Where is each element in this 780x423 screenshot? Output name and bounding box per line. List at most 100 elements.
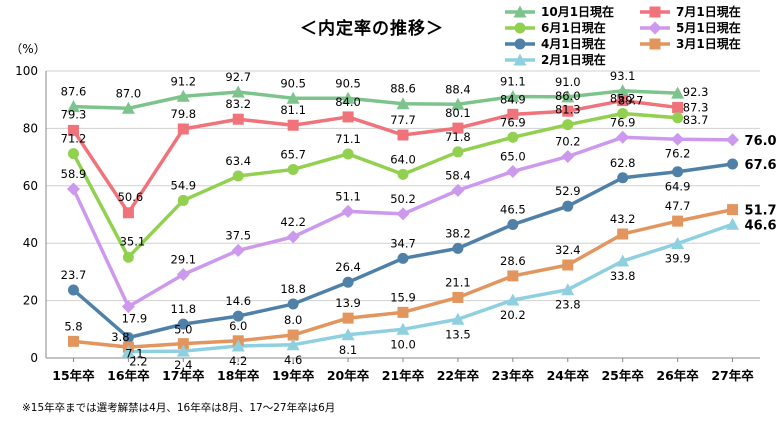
data-point: [396, 97, 410, 110]
data-point: [286, 338, 300, 351]
data-label: 88.6: [390, 82, 416, 96]
data-label: 58.9: [61, 167, 87, 181]
data-labels: 87.6 87.0 91.2 92.7 90.5 90.5 88.6 88.4 91.1 91.0…: [61, 69, 777, 372]
data-label: 37.5: [225, 228, 251, 242]
data-point: [121, 345, 135, 358]
data-point: [341, 91, 355, 104]
y-tick-label: 40: [23, 236, 38, 250]
data-label: 89.7: [618, 94, 644, 108]
data-point: [617, 228, 629, 240]
series-markers: [66, 84, 740, 358]
data-label: 13.9: [335, 296, 361, 310]
data-label: 39.9: [665, 251, 691, 265]
x-tick-label: 19年卒: [272, 368, 315, 383]
data-label: 65.0: [500, 149, 526, 163]
legend-marker: [514, 22, 526, 34]
data-label: 79.3: [61, 107, 87, 121]
data-point: [341, 328, 355, 341]
data-label: 42.2: [280, 215, 306, 229]
data-label: 76.9: [500, 115, 526, 129]
data-label: 92.7: [225, 70, 251, 84]
data-point: [342, 312, 354, 324]
data-point: [231, 85, 245, 98]
data-point: [176, 267, 190, 281]
data-point: [452, 122, 464, 134]
data-point: [507, 270, 519, 282]
data-point: [231, 243, 245, 257]
data-point: [672, 215, 684, 227]
data-point: [342, 148, 354, 160]
legend-label: 3月1日現在: [676, 36, 741, 51]
data-point: [562, 119, 574, 131]
data-point: [672, 112, 684, 124]
data-label: 54.9: [171, 178, 197, 192]
legend-label: 6月1日現在: [541, 20, 606, 35]
data-point: [66, 100, 80, 113]
data-point: [671, 132, 685, 146]
y-tick-label: 60: [23, 179, 38, 193]
legend-marker: [514, 38, 526, 50]
series-line: [72, 98, 678, 215]
data-label: 35.1: [120, 234, 146, 248]
legend-label: 7月1日現在: [676, 4, 741, 19]
line-chart: 0 20 40 60 80 100 （%） 15年卒 16年卒 17年卒 18年卒 19年卒 20年卒 2…: [10, 4, 777, 383]
x-tick-label: 15年卒: [52, 368, 95, 383]
legend-label: 4月1日現在: [541, 36, 606, 51]
legend-marker: [513, 5, 527, 18]
data-point: [451, 183, 465, 197]
data-point: [397, 252, 409, 264]
x-tick-label: 22年卒: [437, 368, 480, 383]
data-label: 91.0: [555, 75, 581, 89]
data-label: 47.7: [665, 199, 691, 213]
data-label: 32.4: [555, 243, 581, 257]
data-label: 64.9: [665, 180, 691, 194]
x-tick-label: 20年卒: [327, 368, 370, 383]
data-label: 84.9: [500, 92, 526, 106]
data-label: 7.1: [125, 347, 143, 361]
data-label: 62.8: [610, 156, 636, 170]
data-point: [342, 276, 354, 288]
data-point: [341, 204, 355, 218]
data-label: 15.9: [390, 290, 416, 304]
data-point: [287, 119, 299, 131]
data-label: 76.0: [745, 134, 777, 149]
data-point: [232, 170, 244, 182]
data-label: 93.1: [610, 69, 636, 83]
data-point: [727, 158, 739, 170]
y-tick-label: 80: [23, 121, 38, 135]
legend-marker: [649, 6, 661, 18]
legend-marker: [513, 53, 527, 66]
data-label: 4.2: [229, 354, 247, 368]
data-point: [506, 90, 520, 103]
legend-label: 5月1日現在: [676, 20, 741, 35]
legend-label: 10月1日現在: [541, 4, 614, 19]
data-point: [177, 194, 189, 206]
data-point: [452, 146, 464, 158]
data-point: [122, 251, 134, 263]
data-point: [672, 166, 684, 178]
legend-label: 2月1日現在: [541, 52, 606, 67]
data-point: [672, 101, 684, 113]
data-label: 80.1: [445, 106, 471, 120]
series-line: [128, 222, 734, 354]
axes: 0 20 40 60 80 100 （%） 15年卒 16年卒 17年卒 18年卒 19年卒 20年卒 2…: [10, 42, 760, 383]
data-point: [726, 217, 740, 230]
x-tick-label: 17年卒: [162, 368, 205, 383]
y-tick-label: 0: [30, 351, 38, 365]
x-tick-label: 26年卒: [656, 368, 699, 383]
data-point: [121, 300, 135, 314]
legend-marker: [648, 21, 662, 35]
data-label: 81.1: [280, 103, 306, 117]
data-label: 84.0: [335, 95, 361, 109]
data-point: [507, 108, 519, 120]
data-label: 64.0: [390, 152, 416, 166]
data-label: 83.7: [683, 113, 709, 127]
data-point: [561, 150, 575, 164]
data-label: 5.8: [64, 319, 82, 333]
data-label: 23.8: [555, 298, 581, 312]
data-label: 67.6: [745, 158, 777, 173]
data-point: [342, 111, 354, 123]
data-label: 92.3: [683, 85, 709, 99]
data-label: 5.0: [174, 323, 192, 337]
series-line: [73, 89, 678, 111]
